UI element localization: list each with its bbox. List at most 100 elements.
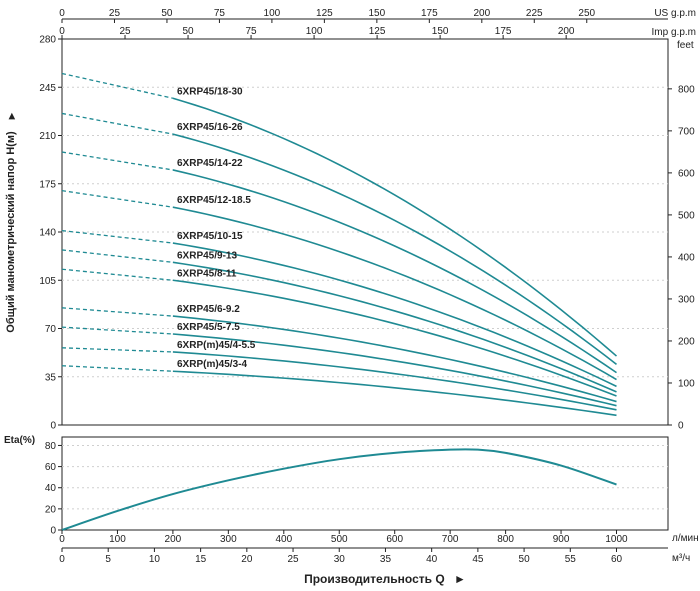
feet-tick-label: 200	[678, 336, 695, 347]
feet-tick-label: 700	[678, 126, 695, 137]
series-curve	[172, 97, 618, 357]
imp-gpm-axis-label: Imp g.p.m	[652, 27, 696, 38]
x-axis-arrow: ►	[454, 572, 466, 586]
us-gpm-tick-label: 200	[473, 8, 490, 19]
eff-tick-label: 60	[45, 462, 57, 473]
series-dashed-segment	[61, 365, 173, 372]
y-axis-title: Общий манометрический напор H(м) ►	[5, 111, 18, 333]
imp-gpm-axis: 0 25 50 75 100 125 150 175 200	[59, 26, 575, 39]
lmin-tick-label: 100	[109, 534, 126, 545]
head-tick-label: 35	[45, 372, 57, 383]
series-group: 6XRP45/9-13	[61, 249, 617, 393]
series-dashed-segment	[61, 347, 173, 353]
head-tick-label: 175	[39, 179, 56, 190]
us-gpm-tick-label: 250	[578, 8, 595, 19]
us-gpm-tick-label: 125	[316, 8, 333, 19]
m3h-axis-label: м³/ч	[672, 553, 690, 564]
feet-tick-label: 600	[678, 168, 695, 179]
series-group: 6XRP45/16-26	[61, 112, 617, 365]
lmin-tick-label: 0	[59, 534, 65, 545]
efficiency-plot-frame	[61, 436, 669, 531]
head-tick-label: 70	[45, 324, 57, 335]
series-group: 6XRP45/18-30	[61, 72, 618, 357]
series-dashed-segment	[61, 326, 173, 335]
feet-tick-label: 400	[678, 252, 695, 263]
m3h-tick-label: 35	[380, 554, 392, 565]
series-label: 6XRP45/8-11	[177, 268, 237, 279]
series-group: 6XRP(m)45/4-5.5	[61, 340, 617, 411]
lmin-tick-label: 300	[220, 534, 237, 545]
head-tick-label: 140	[39, 228, 56, 239]
series-curve	[172, 333, 617, 407]
top-axes: 0 25 50 75 100 125 150 175 200 225 250 US g.p.m 0 2…	[59, 8, 696, 39]
series-dashed-segment	[61, 189, 173, 208]
lmin-tick-label: 800	[497, 534, 514, 545]
imp-gpm-tick-label: 200	[558, 26, 575, 37]
m3h-tick-label: 30	[334, 554, 346, 565]
series-label: 6XRP45/6-9.2	[177, 304, 240, 315]
lmin-tick-label: 500	[331, 534, 348, 545]
m3h-tick-label: 5	[105, 554, 111, 565]
head-tick-label: 210	[39, 131, 56, 142]
imp-gpm-tick-label: 100	[306, 26, 323, 37]
series-curve	[172, 279, 617, 397]
m3h-tick-label: 10	[149, 554, 161, 565]
us-gpm-axis-label: US g.p.m	[654, 8, 696, 19]
us-gpm-tick-label: 25	[109, 8, 121, 19]
imp-gpm-tick-label: 0	[59, 26, 65, 37]
series-group: 6XRP45/10-15	[61, 229, 617, 388]
series-dashed-segment	[61, 151, 174, 171]
lmin-axis-label: л/мин	[672, 533, 699, 544]
imp-gpm-tick-label: 75	[245, 26, 257, 37]
us-gpm-tick-label: 100	[264, 8, 281, 19]
lmin-tick-label: 900	[553, 534, 570, 545]
head-tick-label: 0	[50, 421, 56, 432]
series-dashed-segment	[61, 229, 173, 244]
feet-tick-label: 100	[678, 378, 695, 389]
m3h-tick-label: 20	[241, 554, 253, 565]
series-dashed-segment	[61, 268, 173, 281]
lmin-tick-label: 700	[442, 534, 459, 545]
m3h-tick-label: 50	[519, 554, 531, 565]
series-label: 6XRP45/16-26	[177, 122, 243, 133]
feet-axis: 0 100 200 300 400 500 600 700 800	[668, 84, 695, 432]
us-gpm-tick-label: 50	[161, 8, 173, 19]
feet-axis-label: feet	[677, 40, 694, 51]
feet-tick-label: 0	[678, 421, 684, 432]
lmin-tick-label: 1000	[605, 534, 628, 545]
lmin-tick-label: 600	[386, 534, 403, 545]
us-gpm-axis: 0 25 50 75 100 125 150 175 200 225 250	[59, 8, 596, 23]
series-curve	[172, 351, 617, 411]
us-gpm-tick-label: 0	[59, 8, 65, 19]
series-curve	[172, 370, 617, 417]
series-label: 6XRP45/10-15	[177, 231, 243, 242]
us-gpm-tick-label: 225	[526, 8, 543, 19]
us-gpm-tick-label: 75	[214, 8, 226, 19]
feet-tick-label: 800	[678, 84, 695, 95]
series-label: 6XRP45/9-13	[177, 250, 237, 261]
lmin-axis: 0 100 200 300 400 500 600 700 800 900 1000	[59, 530, 628, 545]
x-axis-title-text: Производительность Q	[304, 572, 445, 586]
series-group: 6XRP45/12-18.5	[61, 189, 617, 381]
eff-tick-label: 80	[45, 441, 57, 452]
series-group: 6XRP45/14-22	[61, 151, 617, 374]
feet-tick-label: 500	[678, 210, 695, 221]
head-tick-label: 105	[39, 276, 56, 287]
feet-tick-label: 300	[678, 294, 695, 305]
series-label: 6XRP45/14-22	[177, 158, 243, 169]
series-label: 6XRP45/5-7.5	[177, 322, 240, 333]
imp-gpm-tick-label: 50	[182, 26, 194, 37]
m3h-tick-label: 25	[287, 554, 299, 565]
efficiency-curve	[61, 448, 617, 531]
y-axis-title-text: Общий манометрический напор H(м)	[5, 131, 17, 333]
series-label: 6XRP45/18-30	[177, 86, 243, 97]
head-left-axis: 0 35 70 105 140 175 210 245 280	[39, 35, 62, 432]
m3h-tick-label: 15	[195, 554, 207, 565]
series-curve	[172, 169, 617, 374]
m3h-tick-label: 55	[565, 554, 577, 565]
imp-gpm-tick-label: 125	[369, 26, 386, 37]
series-group: 6XRP45/6-9.2	[61, 304, 617, 403]
series-label: 6XRP45/12-18.5	[177, 195, 251, 206]
series-curve	[172, 261, 617, 393]
m3h-tick-label: 0	[59, 554, 65, 565]
